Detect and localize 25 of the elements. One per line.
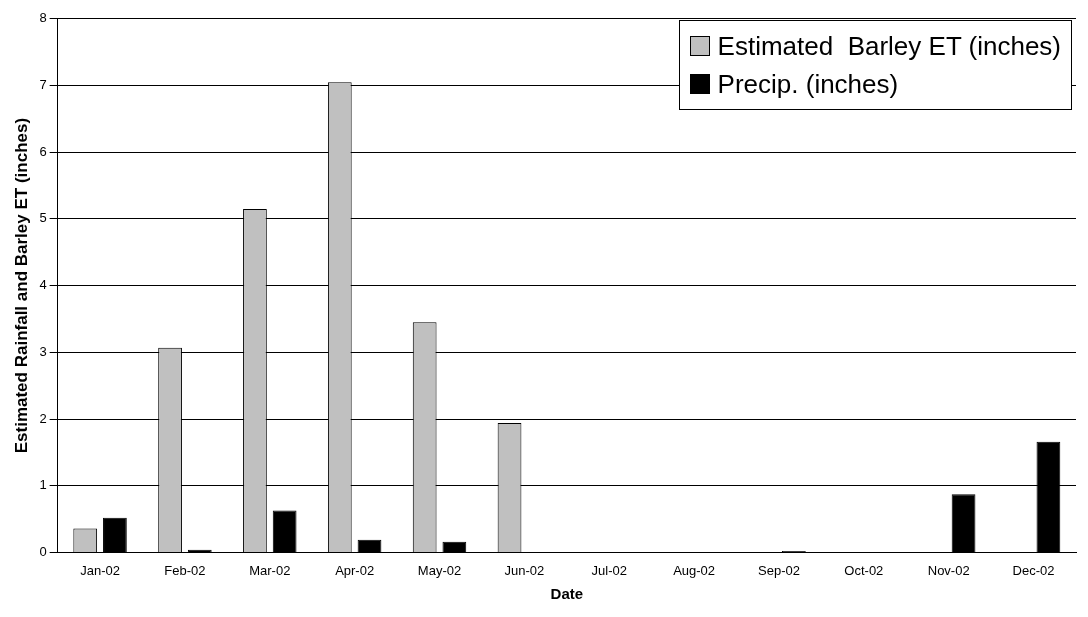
y-tick-label: 2 <box>39 410 47 426</box>
y-tick-label: 3 <box>39 343 47 359</box>
legend-label: Precip. (inches) <box>717 68 899 101</box>
y-axis-title: Estimated Rainfall and Barley ET (inches) <box>11 117 31 454</box>
x-tick-label: Apr-02 <box>335 562 375 578</box>
x-tick-label: Sep-02 <box>758 562 800 578</box>
x-tick-label: Jan-02 <box>80 562 120 578</box>
y-tick-label: 8 <box>39 10 47 26</box>
x-tick-label: Oct-02 <box>844 562 884 578</box>
legend-label: Estimated Barley ET (inches) <box>717 30 1061 63</box>
x-tick-label: Feb-02 <box>164 562 206 578</box>
x-tick-label: Jul-02 <box>591 562 627 578</box>
x-tick-label: Dec-02 <box>1012 562 1055 578</box>
y-tick-label: 6 <box>39 143 47 159</box>
x-tick-label: Nov-02 <box>927 562 970 578</box>
x-tick-label: Jun-02 <box>504 562 545 578</box>
y-tick-label: 7 <box>39 77 47 93</box>
y-tick-label: 1 <box>39 477 47 493</box>
x-axis-title: Date <box>550 585 584 603</box>
x-tick-label: Mar-02 <box>249 562 291 578</box>
y-tick-label: 0 <box>39 543 47 559</box>
x-tick-label: May-02 <box>417 562 462 578</box>
y-tick-label: 5 <box>39 210 47 226</box>
x-tick-label: Aug-02 <box>673 562 716 578</box>
y-tick-label: 4 <box>39 277 47 293</box>
